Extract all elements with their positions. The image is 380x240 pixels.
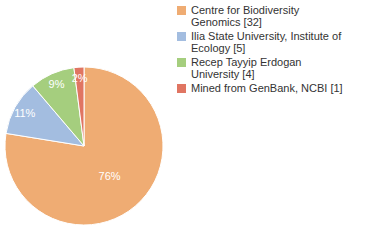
legend-label: Centre for Biodiversity Genomics [32]	[191, 4, 349, 28]
legend-entry: Recep Tayyip Erdogan University [4]	[177, 56, 349, 80]
data-label: 9%	[49, 78, 65, 90]
pie-slice	[5, 67, 163, 225]
legend-entry: Mined from GenBank, NCBI [1]	[177, 82, 349, 94]
data-label: 11%	[14, 107, 35, 119]
slices	[5, 67, 163, 225]
slice-labels: 76% 11% 9% 2%	[14, 72, 121, 182]
legend-swatch	[177, 6, 186, 15]
legend-swatch	[177, 58, 186, 67]
legend-label: Ilia State University, Institute of Ecol…	[191, 30, 349, 54]
data-label: 2%	[72, 72, 88, 84]
legend-entry: Centre for Biodiversity Genomics [32]	[177, 4, 349, 28]
legend: Centre for Biodiversity Genomics [32]Ili…	[177, 4, 349, 96]
legend-label: Recep Tayyip Erdogan University [4]	[191, 56, 349, 80]
data-label: 76%	[99, 170, 121, 182]
legend-entry: Ilia State University, Institute of Ecol…	[177, 30, 349, 54]
legend-swatch	[177, 32, 186, 41]
legend-swatch	[177, 84, 186, 93]
legend-label: Mined from GenBank, NCBI [1]	[191, 82, 349, 94]
